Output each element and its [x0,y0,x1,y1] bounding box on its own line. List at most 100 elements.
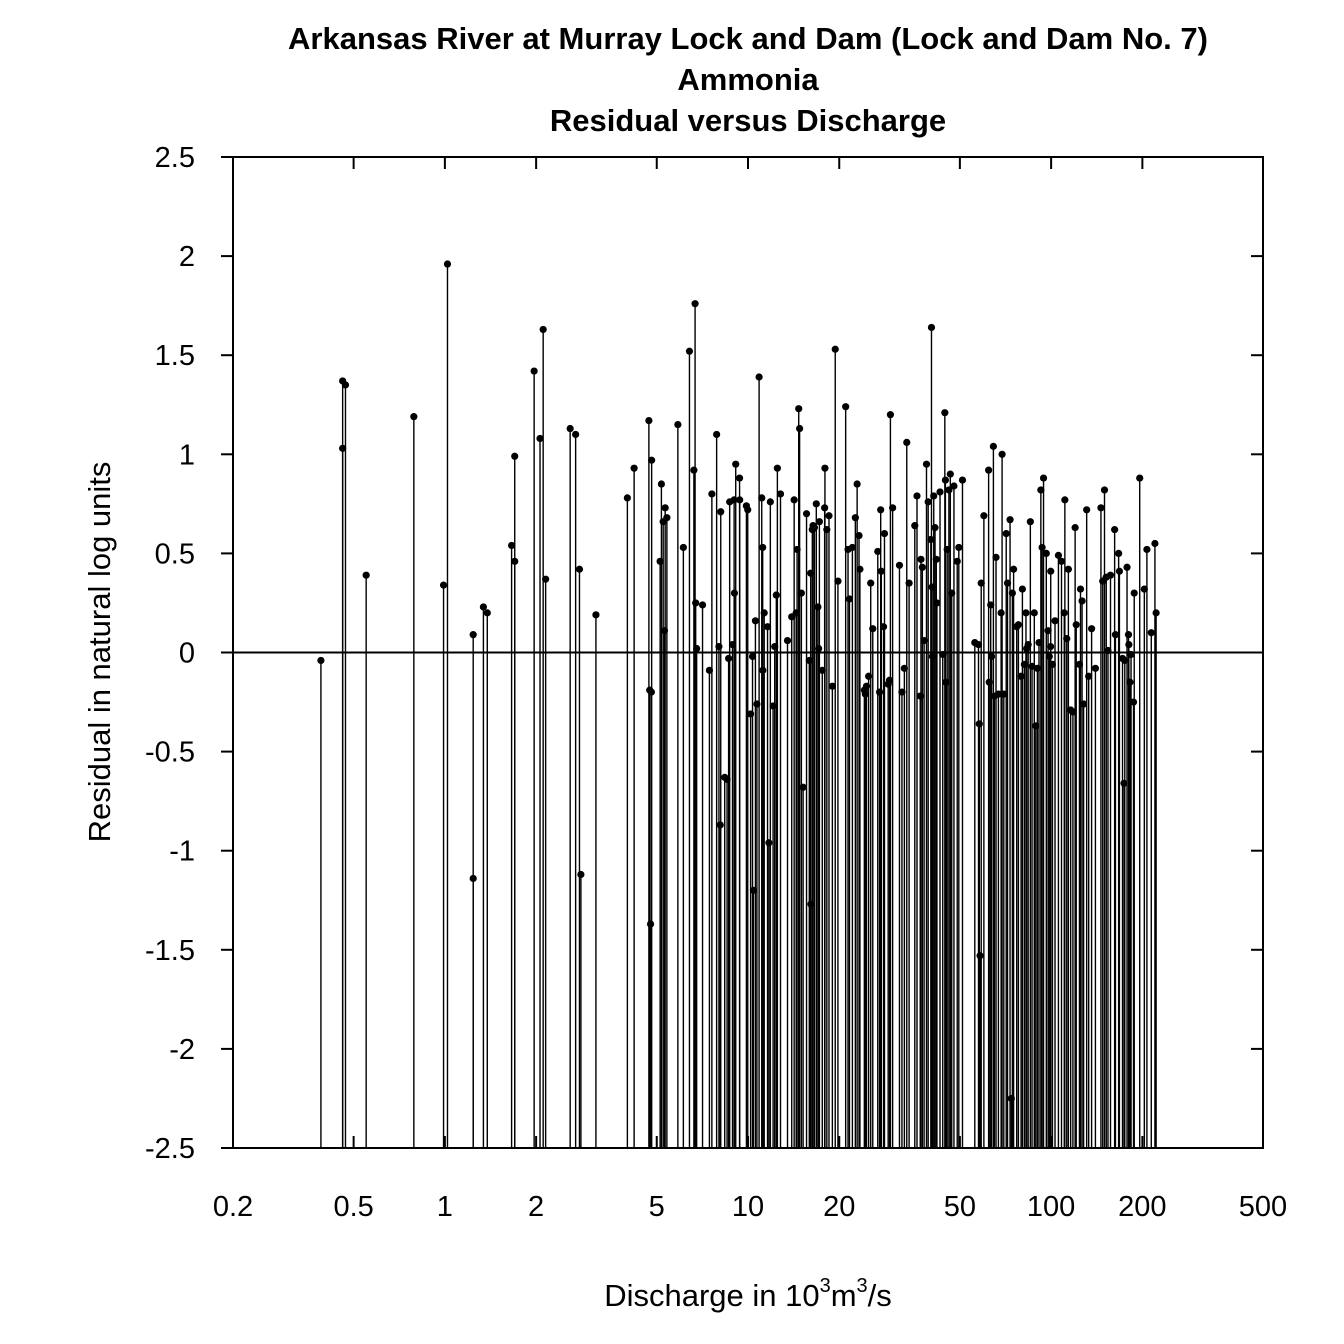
data-point [1047,567,1055,575]
x-tick-label: 100 [1027,1191,1075,1223]
data-point [948,589,956,597]
data-point [1026,518,1034,526]
data-point [623,494,631,502]
data-point [1045,652,1053,661]
data-point [939,650,947,659]
data-point [924,498,932,506]
y-tick-label: -1.5 [145,935,195,967]
data-point [646,920,655,928]
data-point [758,494,766,502]
y-tick-label: 2.5 [155,142,195,174]
data-point [744,506,752,514]
data-point [769,702,777,710]
y-axis-label: Residual in natural log units [82,461,117,843]
stems [320,264,1157,1148]
data-point [823,526,831,534]
data-point [874,547,882,556]
data-point [1046,642,1055,651]
data-point [955,543,963,552]
data-point [903,438,911,447]
data-point [869,625,877,633]
data-point [1151,539,1159,548]
data-point [723,775,731,783]
data-point [885,676,894,684]
data-point [865,672,873,680]
data-point [1071,524,1079,532]
data-point [341,381,350,389]
data-point [763,623,772,631]
data-point [410,413,418,421]
y-tick-label: -2.5 [145,1133,195,1165]
data-point [530,367,538,375]
x-axis-label: Discharge in 103m3/s [604,1275,892,1314]
data-point [805,656,813,665]
data-point [790,496,798,504]
data-point [776,490,785,498]
data-point [469,874,477,883]
data-point [760,609,768,617]
data-point [795,405,803,413]
data-point [661,504,669,512]
data-point [875,688,884,696]
data-point [1123,563,1131,571]
data-point [1037,486,1045,494]
data-point [1042,549,1050,558]
data-point [856,565,864,573]
data-point [749,886,758,894]
data-point [987,601,995,609]
data-point [977,579,985,587]
data-point [773,464,781,472]
data-point [825,512,833,520]
data-point [815,518,823,526]
data-point [1054,551,1063,559]
chart-title: Arkansas River at Murray Lock and Dam (L… [233,18,1263,141]
data-point [1111,631,1120,639]
x-tick-label: 1 [437,1191,453,1223]
x-tick-label: 20 [823,1191,855,1223]
data-point [1033,664,1042,672]
data-point [690,466,698,474]
data-point [917,555,925,563]
data-point [539,325,547,334]
data-point [663,514,671,522]
data-point [735,474,744,482]
x-axis-label-sup2: 3 [856,1275,868,1297]
data-point [985,678,993,686]
data-point [1080,700,1088,708]
data-point [976,952,984,960]
data-point [905,579,913,587]
data-point [928,583,936,591]
data-point [898,688,906,696]
data-point [542,575,550,583]
data-point [317,656,325,665]
x-tick-label: 0.5 [333,1191,373,1223]
data-point [1032,722,1040,730]
x-tick-label: 2 [528,1191,544,1223]
title-line-1: Arkansas River at Murray Lock and Dam (L… [288,21,1208,56]
data-point [834,577,842,585]
x-axis-label-mid: m [830,1278,857,1313]
data-point [851,514,859,522]
data-point [793,545,801,554]
data-point [1010,565,1018,573]
data-point [1002,529,1010,538]
title-line-3: Residual versus Discharge [549,103,947,138]
data-point [1111,526,1119,534]
data-point [645,417,653,425]
x-tick-label: 5 [649,1191,665,1223]
data-point [815,644,823,653]
data-point [855,531,863,540]
y-tick-label: 2 [179,241,195,273]
data-point [1007,1094,1015,1103]
data-point [657,480,666,488]
data-point [807,900,815,908]
data-point [575,565,584,573]
data-point [989,442,997,450]
data-point [766,498,774,506]
data-point [958,476,967,484]
data-point [889,504,897,512]
data-point [479,603,488,611]
data-point [810,524,819,532]
data-point [536,434,544,443]
